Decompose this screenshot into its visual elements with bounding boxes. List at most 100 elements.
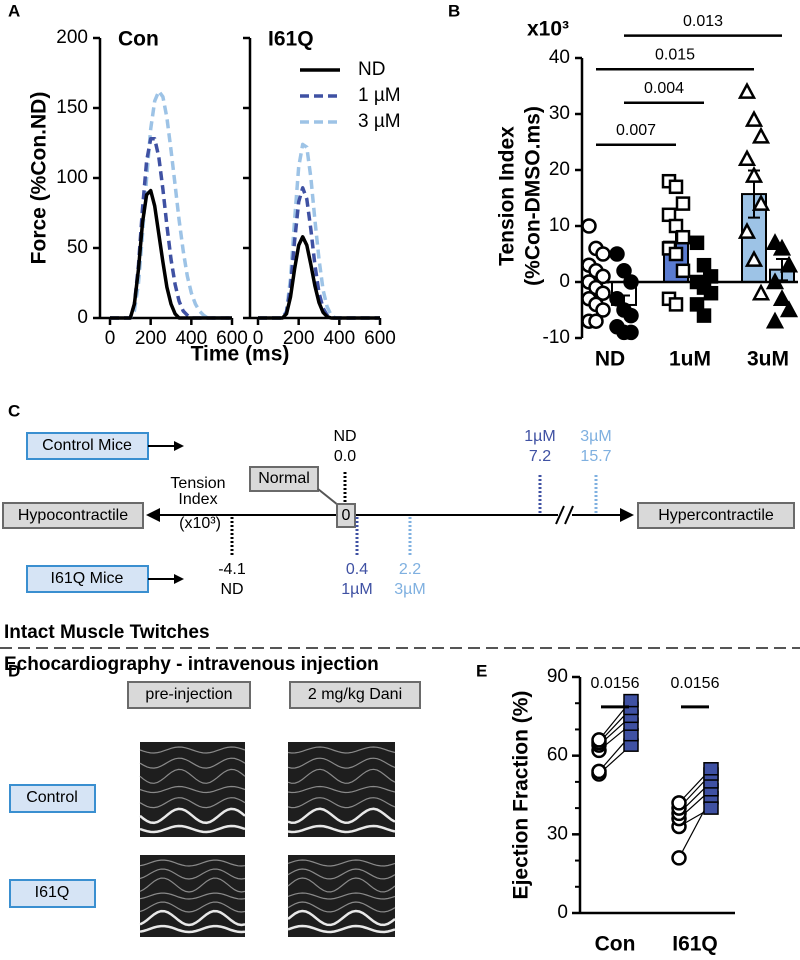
echo-trace bbox=[139, 824, 246, 834]
y-axis-label: (%Con-DMSO.ms) bbox=[522, 106, 545, 286]
y-tick-label: 50 bbox=[67, 237, 88, 258]
y-tick-label: 30 bbox=[549, 103, 570, 124]
x-tick-label: 600 bbox=[216, 328, 248, 349]
echo-trace bbox=[139, 746, 246, 754]
point bbox=[737, 149, 757, 167]
point bbox=[696, 308, 712, 323]
point bbox=[616, 263, 632, 279]
legend-label: 1 µM bbox=[358, 85, 401, 106]
y-tick-label: 0 bbox=[557, 902, 568, 923]
panel-label: C bbox=[8, 401, 20, 420]
section-title: Intact Muscle Twitches bbox=[4, 622, 210, 643]
arrow-head bbox=[174, 441, 184, 451]
point bbox=[744, 109, 764, 127]
marker-label: ND bbox=[333, 428, 356, 445]
normal-box bbox=[249, 466, 319, 492]
echo-trace bbox=[287, 746, 396, 754]
marker-value: -4.1 bbox=[218, 561, 246, 578]
column-label: 2 mg/kg Dani bbox=[308, 686, 402, 703]
echo-trace bbox=[287, 757, 396, 769]
echo-trace bbox=[139, 785, 246, 794]
point bbox=[737, 81, 757, 99]
panel-label: B bbox=[448, 1, 460, 20]
x-tick-label: Con bbox=[595, 933, 636, 956]
row-box bbox=[9, 784, 96, 813]
line-series bbox=[258, 142, 380, 320]
marker-label: 1µM bbox=[341, 581, 372, 598]
marker-value: 2.2 bbox=[399, 561, 421, 578]
line-series bbox=[110, 188, 232, 320]
comparison-label: 0.004 bbox=[644, 80, 684, 97]
y-tick-label: 90 bbox=[547, 666, 568, 687]
point bbox=[581, 218, 597, 234]
end-label: Hypercontractile bbox=[658, 507, 774, 524]
x-tick-label: ND bbox=[595, 348, 625, 371]
point bbox=[671, 850, 687, 866]
marker-value: 15.7 bbox=[580, 448, 611, 465]
legend-label: 3 µM bbox=[358, 111, 401, 132]
point bbox=[744, 165, 764, 183]
x-tick-label: 0 bbox=[105, 328, 116, 349]
comparison-label: 0.0156 bbox=[671, 675, 720, 692]
echo-trace bbox=[139, 892, 246, 900]
y-tick-label: 40 bbox=[549, 47, 570, 68]
echo-trace bbox=[287, 909, 396, 927]
marker-value: 0.0 bbox=[334, 448, 356, 465]
point bbox=[675, 229, 691, 245]
echo-trace bbox=[287, 824, 396, 834]
echo-trace bbox=[287, 859, 396, 867]
point bbox=[595, 285, 611, 301]
arrow-head bbox=[174, 574, 184, 584]
point bbox=[595, 268, 611, 285]
row-label: I61Q Mice bbox=[51, 570, 124, 587]
echo-trace bbox=[287, 785, 396, 794]
point bbox=[765, 311, 785, 329]
point bbox=[671, 795, 687, 811]
point bbox=[779, 300, 799, 318]
arrow-head bbox=[146, 508, 160, 522]
echo-trace bbox=[287, 807, 396, 825]
marker-label: 1µM bbox=[524, 428, 555, 445]
x-tick-label: 600 bbox=[364, 328, 396, 349]
point bbox=[703, 762, 719, 776]
y-tick-label: 20 bbox=[549, 159, 570, 180]
point bbox=[703, 801, 719, 815]
point bbox=[772, 289, 792, 307]
axis-multiplier: x10³ bbox=[527, 18, 569, 41]
point bbox=[675, 196, 691, 211]
y-axis-label: Tension Index bbox=[496, 126, 519, 266]
point bbox=[751, 283, 771, 301]
end-box bbox=[2, 502, 144, 529]
point bbox=[668, 297, 684, 312]
point bbox=[609, 291, 625, 307]
echo-trace bbox=[139, 757, 246, 769]
y-tick-label: 0 bbox=[559, 271, 570, 292]
point bbox=[703, 285, 719, 301]
row-label: Control Mice bbox=[42, 437, 132, 454]
echo-trace bbox=[139, 909, 246, 927]
end-label: Hypocontractile bbox=[18, 507, 128, 524]
end-box bbox=[637, 502, 795, 529]
echo-trace bbox=[139, 768, 246, 784]
row-box bbox=[26, 565, 149, 593]
axis-title: Tension bbox=[170, 475, 225, 492]
point bbox=[609, 246, 625, 262]
panel-label: A bbox=[8, 1, 20, 20]
axis-title: (x10³) bbox=[179, 515, 221, 532]
y-tick-label: 200 bbox=[56, 27, 88, 48]
x-tick-label: 400 bbox=[323, 328, 355, 349]
echo-trace bbox=[287, 797, 396, 809]
point bbox=[595, 302, 611, 318]
row-box bbox=[9, 879, 96, 908]
echo-trace bbox=[287, 892, 396, 900]
y-tick-label: 150 bbox=[56, 97, 88, 118]
echo-trace bbox=[287, 768, 396, 784]
normal-label: Normal bbox=[258, 470, 310, 487]
echo-trace bbox=[287, 877, 396, 893]
point bbox=[675, 263, 691, 279]
marker-label: 3µM bbox=[580, 428, 611, 445]
echo-images bbox=[139, 742, 396, 937]
row-label: Control bbox=[26, 789, 78, 806]
subplot-title: Con bbox=[118, 28, 159, 51]
